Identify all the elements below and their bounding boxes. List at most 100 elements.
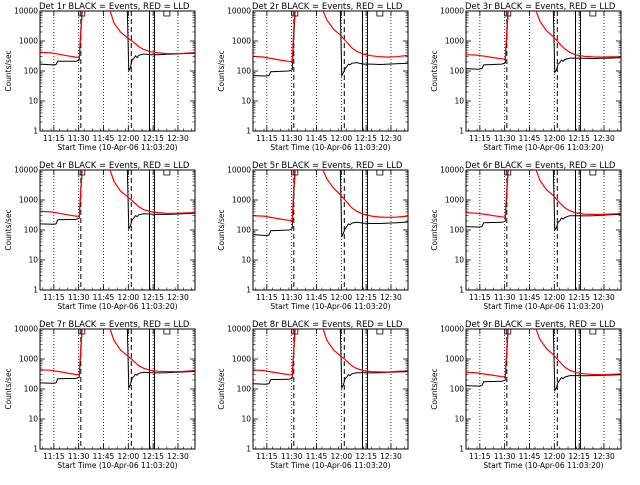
x-axis-label: Start Time (10-Apr-06 11:03:20) — [270, 143, 390, 152]
panel-title: Det 7r BLACK = Events, RED = LLD — [39, 320, 190, 330]
y-axis-label: Counts/sec — [430, 368, 439, 409]
x-axis-label: Start Time (10-Apr-06 11:03:20) — [270, 302, 390, 311]
lld-series-line — [253, 329, 408, 376]
top-marker-square — [163, 170, 171, 176]
top-marker-square — [163, 11, 171, 17]
y-tick-label: 10 — [28, 97, 38, 106]
top-marker-square — [589, 329, 597, 335]
x-tick-label: 12:15 — [142, 293, 164, 302]
x-tick-label: 11:45 — [93, 293, 115, 302]
panel-title: Det 9r BLACK = Events, RED = LLD — [465, 320, 616, 330]
y-axis-label: Counts/sec — [430, 50, 439, 91]
x-tick-label: 12:30 — [380, 134, 402, 143]
x-tick-label: 12:30 — [167, 293, 189, 302]
top-marker-square — [163, 329, 171, 335]
events-series-line — [253, 11, 408, 78]
panel-title: Det 4r BLACK = Events, RED = LLD — [39, 161, 190, 171]
plot-frame — [465, 169, 622, 291]
x-tick-label: 11:15 — [43, 293, 65, 302]
panel-plot-area — [253, 329, 408, 449]
x-axis-label: Start Time (10-Apr-06 11:03:20) — [483, 143, 603, 152]
top-marker-square — [589, 11, 597, 17]
panel-title: Det 1r BLACK = Events, RED = LLD — [39, 2, 190, 12]
x-tick-label: 12:30 — [380, 452, 402, 461]
x-tick-label: 12:30 — [380, 293, 402, 302]
y-tick-label: 10000 — [227, 166, 251, 175]
x-tick-label: 12:15 — [142, 452, 164, 461]
x-axis-label: Start Time (10-Apr-06 11:03:20) — [483, 302, 603, 311]
x-tick-label: 11:45 — [519, 293, 541, 302]
y-tick-label: 10000 — [14, 7, 38, 16]
y-tick-label: 10 — [454, 256, 464, 265]
x-tick-label: 12:15 — [355, 452, 377, 461]
lld-series-line — [466, 329, 621, 378]
y-tick-label: 10 — [28, 415, 38, 424]
x-axis-label: Start Time (10-Apr-06 11:03:20) — [483, 461, 603, 470]
x-tick-label: 11:45 — [306, 134, 328, 143]
x-tick-label: 11:45 — [306, 452, 328, 461]
panel-title: Det 6r BLACK = Events, RED = LLD — [465, 161, 616, 171]
x-tick-label: 12:15 — [355, 134, 377, 143]
panel-title: Det 2r BLACK = Events, RED = LLD — [252, 2, 403, 12]
x-tick-label: 11:15 — [43, 452, 65, 461]
x-tick-label: 11:15 — [256, 134, 278, 143]
events-series-line — [466, 170, 621, 232]
lld-series-line — [253, 170, 408, 222]
lld-series-line — [40, 170, 195, 218]
y-tick-label: 10 — [454, 415, 464, 424]
y-tick-label: 1000 — [445, 355, 464, 364]
y-tick-label: 1 — [459, 127, 464, 136]
y-tick-label: 10000 — [14, 166, 38, 175]
x-axis-label: Start Time (10-Apr-06 11:03:20) — [57, 461, 177, 470]
x-tick-label: 12:30 — [593, 452, 615, 461]
x-tick-label: 11:45 — [93, 134, 115, 143]
x-tick-label: 11:30 — [68, 134, 90, 143]
x-tick-label: 11:30 — [281, 452, 303, 461]
y-tick-label: 10000 — [440, 7, 464, 16]
x-tick-label: 12:15 — [568, 134, 590, 143]
x-tick-label: 11:45 — [519, 134, 541, 143]
detector-panel: Det 2r BLACK = Events, RED = LLD 1 10 100 10… — [217, 2, 409, 152]
y-tick-label: 10000 — [14, 325, 38, 334]
y-tick-label: 1 — [33, 127, 38, 136]
events-series-line — [40, 11, 195, 72]
y-tick-label: 1 — [246, 445, 251, 454]
detector-panel: Det 3r BLACK = Events, RED = LLD 1 10 100 10… — [430, 2, 622, 152]
y-tick-label: 100 — [237, 226, 252, 235]
y-tick-label: 1 — [246, 286, 251, 295]
panel-plot-area — [466, 170, 621, 290]
x-tick-label: 11:15 — [256, 293, 278, 302]
x-tick-label: 12:00 — [331, 293, 353, 302]
lld-series-line — [253, 11, 408, 63]
y-tick-label: 10000 — [440, 325, 464, 334]
panel-title: Det 8r BLACK = Events, RED = LLD — [252, 320, 403, 330]
x-tick-label: 12:00 — [544, 452, 566, 461]
top-marker-square — [589, 170, 597, 176]
x-tick-label: 11:30 — [494, 452, 516, 461]
detector-panel: Det 9r BLACK = Events, RED = LLD 1 10 100 10… — [430, 320, 622, 470]
plot-frame — [465, 10, 622, 132]
y-axis-label: Counts/sec — [4, 50, 13, 91]
y-tick-label: 1000 — [19, 196, 38, 205]
plot-frame — [465, 328, 622, 450]
plot-frame — [39, 328, 196, 450]
y-tick-label: 10000 — [227, 325, 251, 334]
lld-series-line — [40, 329, 195, 376]
x-tick-label: 11:30 — [281, 134, 303, 143]
x-axis-label: Start Time (10-Apr-06 11:03:20) — [57, 143, 177, 152]
y-tick-label: 10 — [28, 256, 38, 265]
x-tick-label: 12:15 — [355, 293, 377, 302]
x-tick-label: 12:30 — [593, 134, 615, 143]
panel-plot-area — [40, 11, 195, 131]
x-tick-label: 12:30 — [167, 452, 189, 461]
x-tick-label: 12:00 — [331, 134, 353, 143]
y-tick-label: 1000 — [445, 37, 464, 46]
y-tick-label: 1 — [459, 445, 464, 454]
panel-plot-area — [40, 329, 195, 449]
y-tick-label: 10000 — [227, 7, 251, 16]
x-tick-label: 12:15 — [568, 452, 590, 461]
x-axis-label: Start Time (10-Apr-06 11:03:20) — [270, 461, 390, 470]
panel-plot-area — [253, 170, 408, 290]
events-series-line — [253, 329, 408, 390]
